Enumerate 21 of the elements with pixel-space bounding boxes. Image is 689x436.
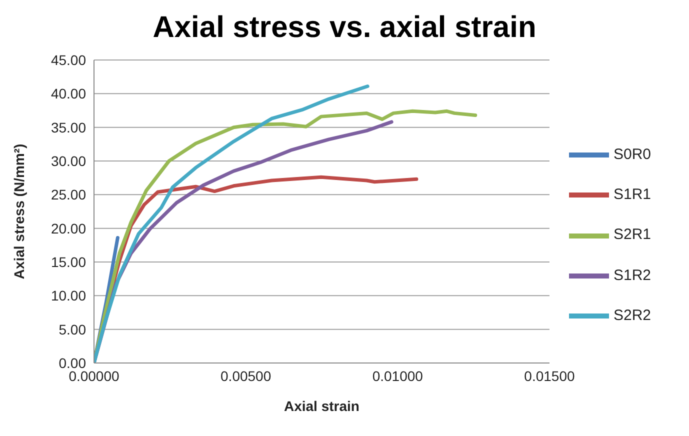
legend-label: S2R1 [613,226,651,244]
y-tick-label: 40.00 [50,86,86,102]
x-axis-title: Axial strain [284,398,360,414]
line-series [94,84,370,363]
y-tick-label: 25.00 [50,186,86,203]
legend-label: S0R0 [613,146,651,164]
y-tick-label: 10.00 [50,288,86,304]
y-tick-label: 20.00 [50,220,86,236]
y-tick-label: 30.00 [50,152,86,169]
x-tick-label: 0.01000 [372,368,424,384]
legend-label: S1R2 [613,266,651,284]
legend-label: S2R2 [613,306,651,324]
y-axis-title: Axial stress (N/mm²) [11,144,27,280]
x-tick-label: 0.01500 [524,368,575,384]
y-tick-label: 35.00 [50,119,86,136]
y-tick-label: 5.00 [58,321,86,338]
chart-title: Axial stress vs. axial strain [152,10,538,46]
legend-label: S1R1 [613,186,651,204]
x-tick-label: 0.00500 [220,368,272,384]
y-tick-label: 45.00 [50,52,86,68]
y-tick-label: 15.00 [50,254,86,270]
